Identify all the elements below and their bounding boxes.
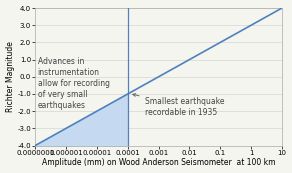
Y-axis label: Richter Magnitude: Richter Magnitude xyxy=(6,41,15,112)
X-axis label: Amplitude (mm) on Wood Anderson Seismometer  at 100 km: Amplitude (mm) on Wood Anderson Seismome… xyxy=(42,158,275,167)
Text: Smallest earthquake
recordable in 1935: Smallest earthquake recordable in 1935 xyxy=(133,94,224,117)
Text: Advances in
instrumentation
allow for recording
of very small
earthquakes: Advances in instrumentation allow for re… xyxy=(38,57,110,110)
